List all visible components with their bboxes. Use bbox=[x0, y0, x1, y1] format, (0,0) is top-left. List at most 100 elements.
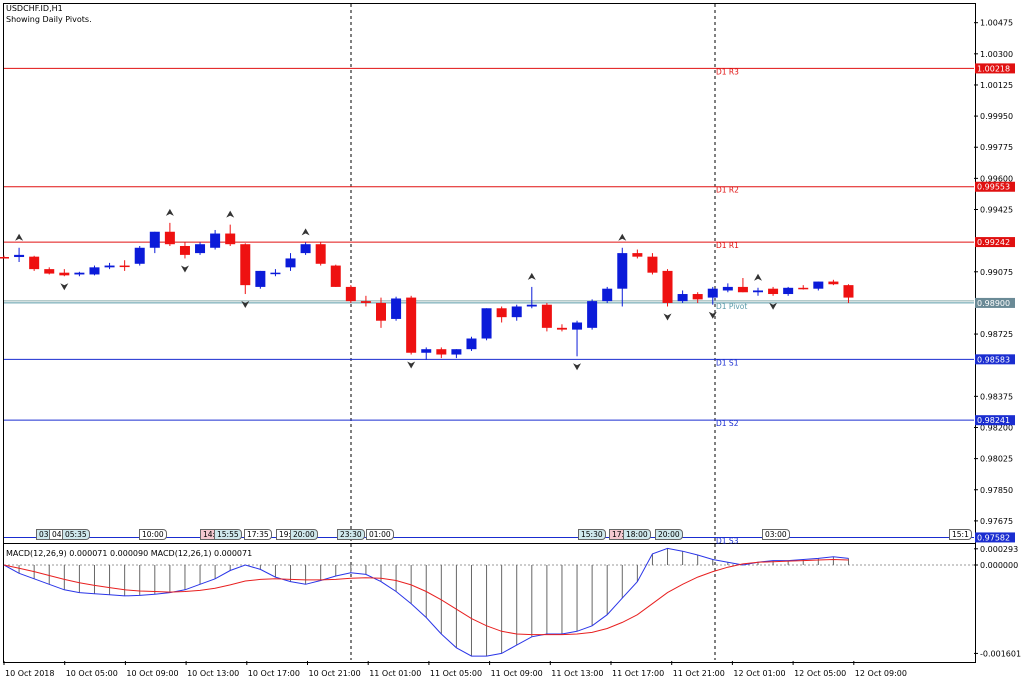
candle-body bbox=[360, 301, 371, 303]
symbol-title: USDCHF.ID,H1 bbox=[6, 4, 63, 13]
candle-body bbox=[119, 265, 130, 268]
time-axis-label: 10 Oct 13:00 bbox=[187, 669, 239, 678]
pivot-price-box bbox=[975, 237, 1015, 248]
candle-body bbox=[134, 247, 145, 264]
pivot-price-label: 0.98900 bbox=[977, 299, 1010, 308]
session-tag[interactable]: 03:00 bbox=[762, 529, 790, 540]
pivot-label: D1 R1 bbox=[716, 241, 739, 250]
macd-signal-line bbox=[3, 558, 849, 636]
session-tag[interactable]: 20:00 bbox=[290, 529, 318, 540]
fractal-down-icon bbox=[663, 313, 672, 321]
pivot-price-box bbox=[975, 354, 1015, 365]
candle-body bbox=[677, 294, 688, 302]
price-axis-label: 1.00475 bbox=[980, 19, 1013, 28]
candle-body bbox=[104, 265, 115, 268]
candle-body bbox=[602, 288, 613, 302]
time-axis-label: 12 Oct 01:00 bbox=[733, 669, 785, 678]
fractal-down-icon bbox=[708, 311, 717, 319]
price-axis-label: 1.00300 bbox=[980, 50, 1013, 59]
candle-body bbox=[210, 233, 221, 248]
pivot-price-label: 0.98583 bbox=[977, 355, 1010, 364]
candle-body bbox=[376, 302, 386, 321]
session-tag[interactable]: 10:00 bbox=[139, 529, 167, 540]
fractal-down-icon bbox=[180, 265, 189, 273]
candle-body bbox=[300, 244, 311, 254]
pivot-price-box bbox=[975, 297, 1015, 308]
candle-body bbox=[768, 288, 779, 295]
pivots-subtitle: Showing Daily Pivots. bbox=[6, 15, 92, 24]
candle-body bbox=[436, 349, 447, 355]
price-axis-label: 0.97850 bbox=[980, 486, 1013, 495]
pivot-label: D1 Pivot bbox=[716, 302, 747, 311]
candle-body bbox=[496, 308, 507, 318]
session-tag[interactable]: 15:1 bbox=[949, 529, 972, 540]
fractal-up-icon bbox=[165, 208, 174, 216]
candle-body bbox=[828, 281, 839, 285]
candle-body bbox=[707, 288, 718, 298]
pivot-price-box bbox=[975, 181, 1015, 192]
candle-body bbox=[587, 301, 598, 328]
price-axis-label: 0.98025 bbox=[980, 455, 1013, 464]
fractal-down-icon bbox=[241, 301, 250, 309]
time-axis-label: 11 Oct 05:00 bbox=[430, 669, 482, 678]
candle-body bbox=[737, 286, 748, 293]
price-axis-label: 1.00125 bbox=[980, 81, 1013, 90]
session-tag[interactable]: 18:00 bbox=[623, 529, 651, 540]
candle-body bbox=[89, 267, 100, 275]
candle-body bbox=[255, 270, 266, 287]
candle-body bbox=[179, 245, 190, 255]
pivot-price-label: 0.97582 bbox=[977, 533, 1010, 542]
candle-body bbox=[722, 286, 733, 291]
candle-body bbox=[662, 270, 673, 303]
macd-axis-label: -0.001601 bbox=[980, 649, 1021, 658]
session-tag[interactable]: 05:35 bbox=[62, 529, 90, 540]
pivot-price-label: 0.98241 bbox=[977, 416, 1010, 425]
candle-body bbox=[572, 322, 583, 330]
candle-body bbox=[511, 306, 522, 318]
time-axis-label: 10 Oct 2018 bbox=[5, 669, 54, 678]
pivot-price-label: 0.99553 bbox=[977, 183, 1010, 192]
price-chart-pane[interactable] bbox=[3, 3, 976, 544]
pivot-price-box bbox=[975, 63, 1015, 74]
time-axis-label: 10 Oct 17:00 bbox=[248, 669, 300, 678]
price-axis-label: 0.99075 bbox=[980, 268, 1013, 277]
candle-body bbox=[59, 272, 70, 276]
session-tag[interactable]: 17:35 bbox=[244, 529, 272, 540]
time-axis-label: 11 Oct 21:00 bbox=[673, 669, 725, 678]
candle-body bbox=[451, 349, 462, 355]
session-tag[interactable]: 23:30 bbox=[337, 529, 365, 540]
candle-body bbox=[330, 265, 341, 287]
macd-pane[interactable] bbox=[3, 543, 976, 663]
candle-body bbox=[556, 327, 567, 330]
candle-body bbox=[526, 304, 537, 307]
macd-main-line bbox=[3, 547, 849, 657]
candle-body bbox=[783, 287, 794, 295]
candle-body bbox=[285, 258, 296, 268]
fractal-up-icon bbox=[754, 273, 762, 281]
price-axis-label: 0.98200 bbox=[980, 423, 1013, 432]
time-axis-label: 11 Oct 13:00 bbox=[551, 669, 603, 678]
price-axis-label: 0.97675 bbox=[980, 517, 1013, 526]
candle-body bbox=[149, 231, 160, 248]
fractal-down-icon bbox=[60, 283, 69, 291]
candle-body bbox=[270, 272, 281, 275]
candle-body bbox=[74, 272, 85, 275]
macd-axis-label: 0.000293 bbox=[980, 545, 1018, 554]
time-axis-label: 11 Oct 01:00 bbox=[369, 669, 421, 678]
pivot-label: D1 S2 bbox=[716, 419, 739, 428]
candle-body bbox=[29, 256, 40, 270]
fractal-up-icon bbox=[226, 210, 235, 218]
session-tag[interactable]: 15:30 bbox=[578, 529, 606, 540]
session-tag[interactable]: 01:00 bbox=[366, 529, 394, 540]
candle-body bbox=[617, 253, 628, 289]
candle-body bbox=[225, 233, 236, 245]
session-tag[interactable]: 15:55 bbox=[214, 529, 242, 540]
time-axis-label: 10 Oct 21:00 bbox=[309, 669, 361, 678]
pivot-label: D1 S1 bbox=[716, 358, 739, 367]
session-tag[interactable]: 20:00 bbox=[655, 529, 683, 540]
candle-body bbox=[315, 244, 326, 264]
pivot-price-label: 1.00218 bbox=[977, 64, 1010, 73]
candle-body bbox=[813, 281, 824, 289]
